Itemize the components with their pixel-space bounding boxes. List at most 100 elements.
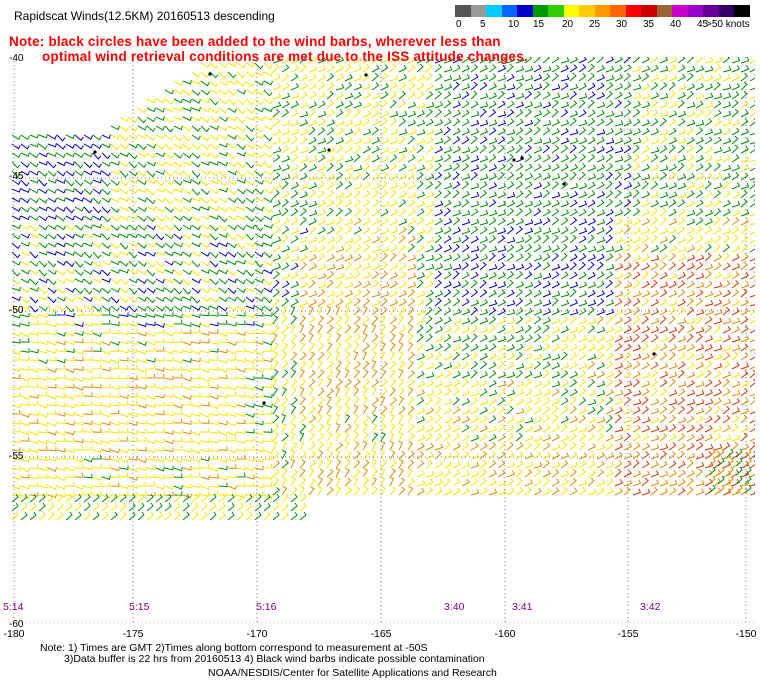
wind-barb: [506, 289, 515, 298]
wind-barb: [398, 57, 406, 64]
wind-barb: [470, 271, 479, 280]
wind-barb: [110, 260, 120, 266]
wind-barb: [119, 197, 129, 202]
wind-barb: [353, 91, 362, 100]
wind-barb: [290, 387, 297, 397]
wind-barb: [326, 369, 334, 379]
wind-barb: [236, 197, 246, 204]
wind-barb: [551, 108, 559, 118]
wind-barb: [569, 281, 579, 289]
lon-label: -150: [735, 628, 757, 640]
wind-barb: [695, 154, 704, 163]
wind-barb: [83, 311, 93, 316]
wind-barb: [434, 450, 442, 460]
wind-barb: [362, 306, 368, 316]
contamination-marker: [652, 352, 656, 356]
wind-barb: [227, 296, 237, 302]
wind-barb: [263, 305, 273, 312]
wind-barb: [677, 433, 686, 442]
wind-barb: [173, 98, 183, 104]
wind-barb: [560, 172, 569, 181]
wind-barb: [533, 289, 542, 298]
wind-barb: [461, 371, 471, 379]
wind-barb: [578, 324, 586, 334]
wind-barb: [173, 502, 181, 512]
wind-barb: [398, 290, 408, 298]
wind-barb: [380, 486, 387, 496]
wind-barb: [38, 133, 48, 139]
wind-barb: [722, 172, 731, 181]
wind-barb: [416, 110, 426, 118]
wind-barb: [128, 161, 138, 169]
wind-barb: [146, 313, 156, 319]
wind-barb: [299, 216, 307, 226]
wind-barb: [749, 235, 755, 244]
wind-barb: [542, 181, 551, 190]
wind-barb: [290, 262, 299, 271]
scale-swatch: [579, 5, 595, 17]
wind-barb: [686, 379, 695, 388]
wind-barb: [470, 306, 478, 316]
wind-barb: [533, 262, 542, 271]
wind-barb: [74, 251, 84, 258]
wind-barb: [416, 91, 425, 100]
wind-barb: [596, 155, 606, 163]
wind-barb: [578, 452, 588, 460]
wind-barb: [713, 100, 722, 109]
wind-barb: [524, 334, 533, 343]
wind-barb: [704, 280, 713, 289]
wind-barb: [119, 215, 129, 221]
wind-barb: [236, 320, 246, 326]
wind-barb: [497, 460, 506, 469]
wind-barb: [614, 263, 624, 271]
wind-barb: [371, 477, 377, 487]
wind-barb: [560, 326, 570, 334]
wind-barb: [686, 306, 694, 316]
wind-barb: [101, 341, 111, 346]
wind-barb: [56, 493, 64, 503]
wind-barb: [713, 118, 722, 127]
wind-barb: [344, 378, 352, 388]
wind-barb: [632, 390, 642, 397]
wind-barb: [488, 57, 497, 64]
wind-barb: [560, 57, 570, 64]
wind-barb: [740, 81, 748, 91]
wind-barb: [353, 360, 361, 370]
wind-barb: [740, 272, 750, 280]
wind-barb: [137, 465, 147, 471]
wind-barb: [245, 269, 255, 277]
wind-barb: [686, 415, 695, 424]
wind-barb: [686, 218, 696, 226]
wind-barb: [407, 171, 416, 181]
wind-barb: [704, 236, 714, 244]
wind-barb: [470, 171, 478, 181]
wind-barb: [488, 488, 498, 496]
wind-barb: [749, 424, 755, 433]
wind-barb: [659, 182, 669, 190]
wind-barb: [47, 446, 57, 452]
wind-barb: [735, 475, 743, 485]
wind-barb: [128, 467, 138, 472]
wind-barb: [416, 290, 426, 298]
wind-barb: [290, 255, 300, 262]
wind-barb: [632, 84, 642, 91]
wind-barb: [434, 128, 444, 136]
wind-barb: [632, 144, 640, 154]
wind-barb: [416, 74, 426, 82]
wind-barb: [470, 325, 479, 334]
wind-barb: [335, 91, 344, 100]
wind-barb: [560, 137, 570, 145]
wind-barb: [641, 154, 650, 163]
wind-barb: [290, 493, 298, 503]
wind-barb: [407, 164, 417, 172]
wind-barb: [686, 57, 694, 64]
wind-barb: [200, 269, 210, 274]
wind-barb: [119, 472, 129, 478]
wind-barb: [380, 369, 387, 379]
wind-barb: [308, 57, 317, 64]
wind-barb: [632, 226, 641, 235]
wind-barb: [245, 511, 253, 521]
wind-barb: [227, 269, 237, 277]
wind-barb: [110, 296, 120, 304]
wind-barb: [632, 128, 642, 136]
